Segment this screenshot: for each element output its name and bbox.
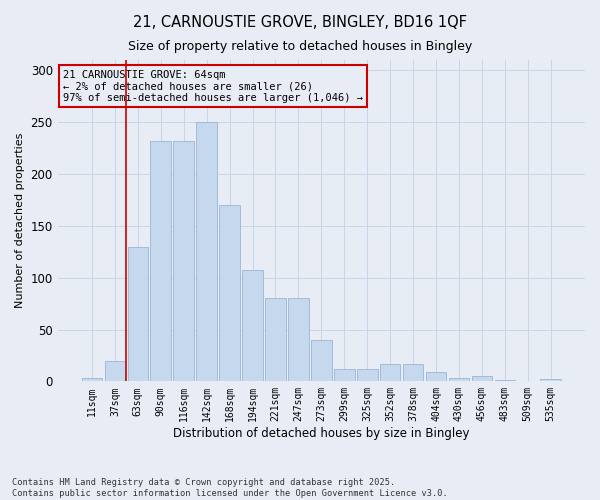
Bar: [242, 270, 263, 382]
Bar: [449, 378, 469, 382]
Bar: [82, 378, 102, 382]
Y-axis label: Number of detached properties: Number of detached properties: [15, 133, 25, 308]
Bar: [128, 246, 148, 382]
Bar: [104, 360, 125, 382]
Bar: [173, 141, 194, 382]
Text: Size of property relative to detached houses in Bingley: Size of property relative to detached ho…: [128, 40, 472, 53]
Bar: [380, 364, 400, 382]
Bar: [311, 340, 332, 382]
Text: 21, CARNOUSTIE GROVE, BINGLEY, BD16 1QF: 21, CARNOUSTIE GROVE, BINGLEY, BD16 1QF: [133, 15, 467, 30]
Bar: [196, 122, 217, 382]
Bar: [472, 376, 492, 382]
Bar: [151, 141, 171, 382]
Bar: [265, 298, 286, 382]
Text: Contains HM Land Registry data © Crown copyright and database right 2025.
Contai: Contains HM Land Registry data © Crown c…: [12, 478, 448, 498]
Bar: [334, 369, 355, 382]
X-axis label: Distribution of detached houses by size in Bingley: Distribution of detached houses by size …: [173, 427, 470, 440]
Bar: [541, 380, 561, 382]
Bar: [219, 205, 240, 382]
Text: 21 CARNOUSTIE GROVE: 64sqm
← 2% of detached houses are smaller (26)
97% of semi-: 21 CARNOUSTIE GROVE: 64sqm ← 2% of detac…: [63, 70, 363, 103]
Bar: [403, 364, 424, 382]
Bar: [357, 369, 377, 382]
Bar: [288, 298, 309, 382]
Bar: [494, 380, 515, 382]
Bar: [425, 372, 446, 382]
